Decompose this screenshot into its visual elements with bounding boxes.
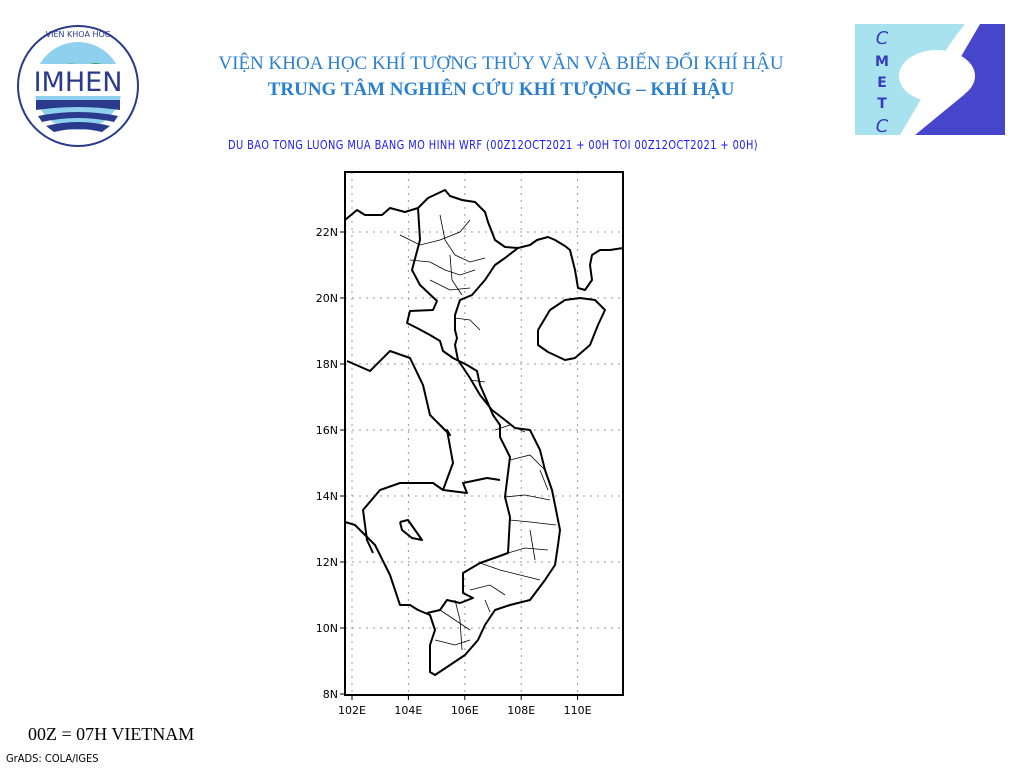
province-boundary <box>509 519 557 526</box>
imhen-logo: IMHEN VIEN KHOA HOC <box>17 25 139 147</box>
province-boundary <box>494 424 526 433</box>
province-boundary <box>539 469 549 491</box>
svg-text:T: T <box>877 96 887 112</box>
vietnam-coast <box>344 247 561 676</box>
hainan-coast <box>537 297 606 361</box>
lon-tick-label: 108E <box>507 704 535 717</box>
province-boundary <box>454 317 481 331</box>
svg-text:E: E <box>877 75 887 91</box>
svg-text:M: M <box>875 54 889 70</box>
province-boundary <box>429 279 471 291</box>
map-plot: 8N 10N 12N 14N 16N 18N 20N 22N 102E 104E 106E 108E 1… <box>316 171 624 717</box>
lat-tick-label: 8N <box>323 688 338 701</box>
lat-tick-label: 16N <box>316 424 338 437</box>
province-boundary <box>449 254 463 296</box>
lat-tick-label: 20N <box>316 292 338 305</box>
lon-tick-label: 104E <box>394 704 422 717</box>
lat-tick-label: 22N <box>316 226 338 239</box>
lon-tick-label: 110E <box>564 704 592 717</box>
institute-title: VIỆN KHOA HỌC KHÍ TƯỢNG THỦY VĂN VÀ BIẾN… <box>218 53 784 74</box>
tonle-sap <box>399 519 423 541</box>
svg-text:VIEN KHOA HOC: VIEN KHOA HOC <box>46 30 111 39</box>
laos-cambodia-border <box>442 477 501 494</box>
center-title: TRUNG TÂM NGHIÊN CỨU KHÍ TƯỢNG – KHÍ HẬU <box>267 79 735 100</box>
province-boundary <box>529 529 536 561</box>
province-boundary <box>507 547 549 554</box>
map-title: DU BAO TONG LUONG MUA BANG MO HINH WRF (… <box>227 138 759 152</box>
lat-tick-label: 12N <box>316 556 338 569</box>
svg-text:C: C <box>876 28 889 49</box>
lat-tick-label: 14N <box>316 490 338 503</box>
province-boundary <box>509 454 546 471</box>
china-border <box>344 189 624 291</box>
province-boundary <box>469 379 486 383</box>
svg-text:IMHEN: IMHEN <box>34 67 123 98</box>
province-boundary <box>504 494 551 501</box>
province-boundary <box>434 639 471 646</box>
cmetc-logo: C M E T C <box>855 24 1005 135</box>
lat-tick-label: 10N <box>316 622 338 635</box>
lon-tick-label: 106E <box>451 704 479 717</box>
vietnam-laos-border <box>406 207 511 614</box>
province-boundary <box>409 259 476 276</box>
province-boundary <box>484 599 491 613</box>
province-boundary <box>399 219 471 246</box>
grads-credit: GrADS: COLA/IGES <box>6 752 99 765</box>
svg-text:C: C <box>876 116 889 135</box>
province-boundary <box>469 584 506 596</box>
lat-tick-label: 18N <box>316 358 338 371</box>
map-frame <box>344 171 624 696</box>
province-boundary <box>454 599 463 651</box>
lon-tick-label: 102E <box>338 704 366 717</box>
timezone-note: 00Z = 07H VIETNAM <box>28 724 195 744</box>
province-boundary <box>439 214 486 263</box>
province-boundary <box>439 609 471 631</box>
laos-thailand-border <box>346 350 454 554</box>
province-boundary <box>479 562 541 581</box>
